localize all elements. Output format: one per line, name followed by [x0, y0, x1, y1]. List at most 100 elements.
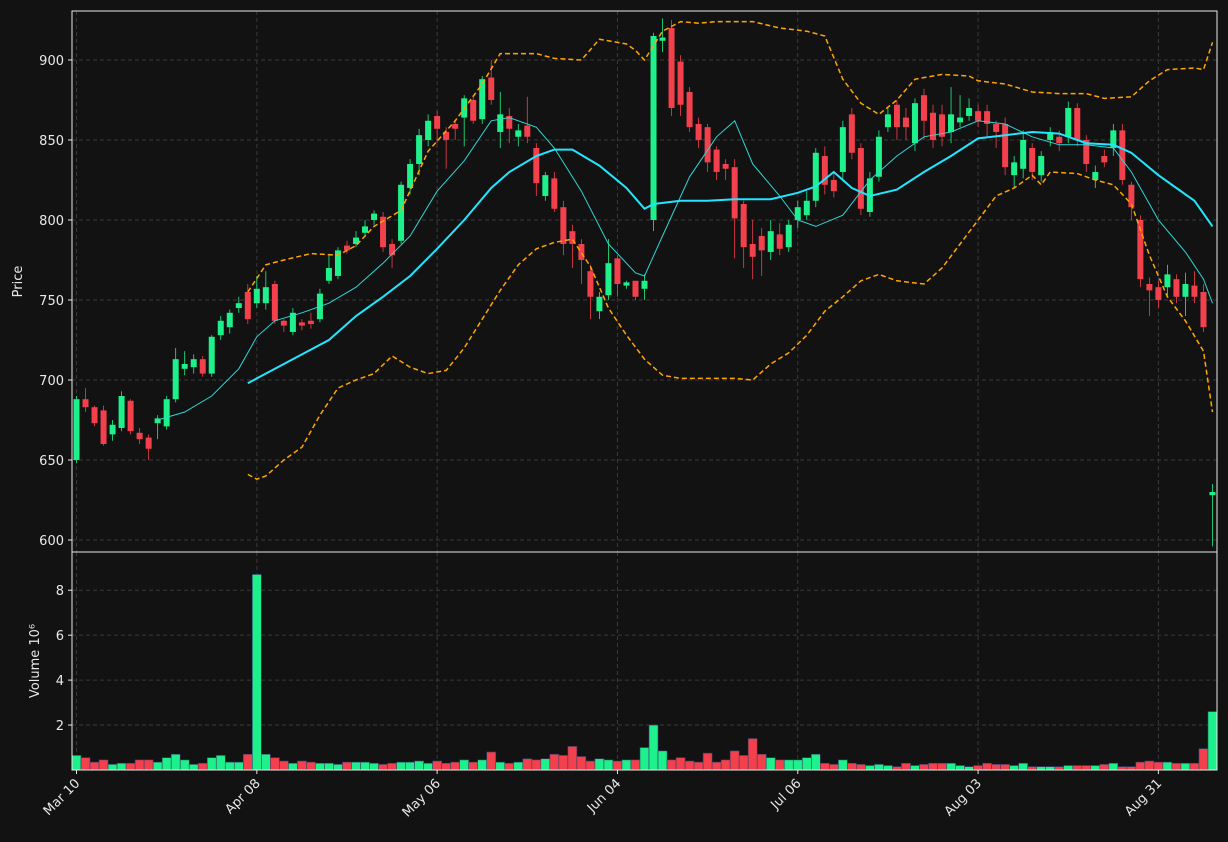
candle-body — [479, 79, 486, 120]
candle-body — [1101, 155, 1108, 163]
volume-bar — [1009, 765, 1019, 771]
candle-body — [154, 418, 161, 424]
volume-bar — [224, 761, 235, 771]
y-tick-label: 600 — [39, 534, 64, 549]
volume-bar — [1144, 760, 1155, 771]
volume-bar — [621, 759, 632, 771]
candle-body — [1092, 171, 1099, 180]
candle-body — [389, 243, 396, 256]
volume-bar — [179, 759, 190, 771]
y-tick-label: 8 — [56, 584, 64, 599]
volume-bar — [901, 762, 911, 771]
volume-bar — [558, 755, 569, 771]
volume-bar — [405, 761, 415, 771]
volume-bar — [324, 762, 334, 771]
volume-bar — [1135, 761, 1146, 771]
volume-bar — [729, 750, 740, 771]
volume-bar — [937, 762, 947, 771]
y-tick-label: 6 — [56, 629, 64, 644]
candle-body — [902, 117, 909, 128]
candle-body — [497, 114, 504, 132]
candle-body — [271, 283, 278, 321]
volume-bar — [549, 753, 560, 771]
candle-body — [587, 271, 594, 297]
candle-body — [1137, 219, 1144, 280]
volume-bar — [261, 753, 271, 771]
volume-bar — [1180, 762, 1191, 771]
candle-body — [289, 312, 296, 332]
volume-bar — [414, 760, 424, 771]
candle-body — [163, 399, 170, 427]
volume-bar — [495, 761, 506, 771]
volume-bar — [1063, 765, 1074, 771]
candle-body — [1074, 107, 1081, 140]
volume-bar — [1027, 766, 1037, 771]
candle-body — [1191, 285, 1198, 297]
volume-bar — [1171, 762, 1182, 771]
candle-body — [1038, 155, 1045, 176]
candle-body — [307, 320, 314, 324]
candle-body — [659, 37, 666, 41]
candle-body — [199, 359, 206, 374]
candle-body — [109, 424, 116, 435]
candle-body — [1146, 283, 1153, 291]
y-axis-label: Volume 10⁶ — [28, 624, 43, 698]
volume-bar — [387, 762, 397, 771]
volume-bar — [991, 764, 1001, 771]
candle-body — [830, 179, 837, 192]
volume-bar — [459, 759, 469, 771]
volume-bar — [116, 762, 127, 771]
candle-body — [127, 400, 134, 432]
volume-bar — [603, 759, 614, 771]
candle-body — [1128, 184, 1135, 208]
volume-bar — [1108, 762, 1119, 771]
candle-body — [470, 99, 477, 121]
candle-body — [1065, 107, 1072, 137]
volume-bar — [946, 762, 956, 771]
candle-body — [1083, 139, 1090, 164]
candle-body — [1200, 291, 1207, 328]
candle-body — [758, 235, 765, 251]
candle-body — [343, 245, 350, 251]
volume-bar — [306, 761, 316, 771]
volume-bar — [874, 764, 884, 771]
candle-body — [1119, 130, 1126, 180]
candle-body — [1110, 130, 1117, 148]
volume-bar — [684, 760, 695, 771]
candle-body — [533, 147, 540, 184]
volume-bar — [378, 764, 388, 771]
volume-bar — [1054, 766, 1065, 771]
candle-body — [1002, 123, 1009, 168]
overlay-line — [247, 171, 1214, 481]
volume-bar — [522, 758, 533, 771]
volume-bar — [829, 764, 839, 771]
volume-bar — [297, 760, 307, 771]
volume-bar — [531, 759, 542, 771]
volume-bar — [504, 762, 515, 771]
volume-bar — [982, 762, 992, 771]
volume-bar — [315, 762, 325, 771]
volume-bar — [801, 757, 812, 771]
candle-body — [542, 175, 549, 196]
candle-body — [488, 77, 495, 100]
volume-bar — [567, 746, 578, 771]
candle-body — [839, 127, 846, 172]
volume-bar — [1072, 765, 1083, 771]
volume-bar — [892, 766, 902, 771]
volume-bar — [720, 759, 731, 771]
volume-bar — [838, 759, 848, 771]
candle-body — [632, 280, 639, 297]
volume-bar — [1045, 766, 1056, 771]
candle-body — [1047, 131, 1054, 140]
candle-body — [1029, 147, 1036, 172]
volume-bar — [161, 757, 172, 771]
candle-body — [767, 231, 774, 252]
candle-body — [452, 123, 459, 129]
volume-bar — [270, 757, 280, 771]
candle-body — [524, 125, 531, 137]
volume-bar — [1189, 762, 1200, 771]
candle-body — [325, 267, 332, 281]
y-tick-label: 800 — [39, 214, 64, 229]
candle-body — [578, 243, 585, 260]
